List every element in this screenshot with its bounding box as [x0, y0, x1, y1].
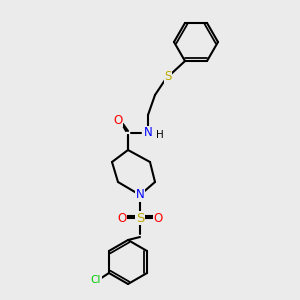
- Text: O: O: [113, 113, 123, 127]
- Text: H: H: [156, 130, 164, 140]
- Text: O: O: [153, 212, 163, 224]
- Text: N: N: [144, 127, 152, 140]
- Text: Cl: Cl: [91, 275, 101, 285]
- Text: S: S: [136, 212, 144, 224]
- Text: O: O: [117, 212, 127, 224]
- Text: S: S: [164, 70, 172, 83]
- Text: N: N: [136, 188, 144, 202]
